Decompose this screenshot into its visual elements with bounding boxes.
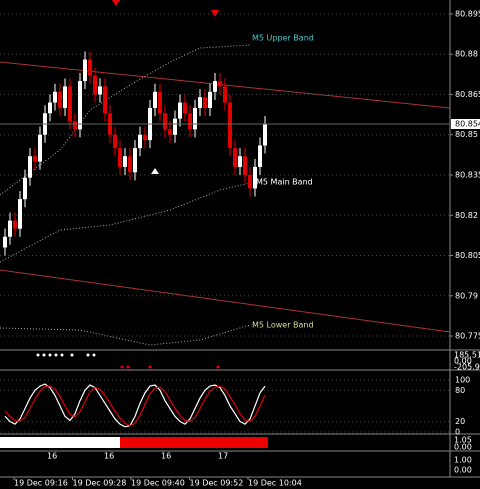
candle-body <box>168 129 172 135</box>
hour-label: 16 <box>47 452 57 461</box>
candle-body <box>223 86 227 103</box>
candle-body <box>238 156 242 167</box>
arrow-up <box>151 168 159 174</box>
trend-bar-white <box>0 437 120 448</box>
candle-body <box>93 75 97 95</box>
annotation: M5 Upper Band <box>252 34 314 43</box>
y-tick-label: 80.85 <box>455 130 478 139</box>
y-tick-label: 0 <box>455 428 460 437</box>
y-tick-label: 20 <box>455 417 465 426</box>
candle-body <box>3 236 7 248</box>
y-tick-label: 100 <box>455 375 470 384</box>
candle-body <box>28 156 32 178</box>
panel-label: -205.969 <box>454 363 480 372</box>
candle-body <box>83 59 87 82</box>
panel-label: 185.513 <box>454 351 480 360</box>
hour-label: 17 <box>218 452 228 461</box>
candle-body <box>73 121 77 130</box>
candle-body <box>133 148 137 173</box>
candle-body <box>13 220 17 229</box>
candle-body <box>213 81 217 92</box>
y-tick-label: 80.79 <box>455 291 478 300</box>
y-tick-label: 80.805 <box>455 251 480 260</box>
annotation: M5 Main Band <box>256 178 313 187</box>
stochastic-line <box>4 385 266 427</box>
x-tick-label: 19 Dec 09:28 <box>73 479 127 488</box>
y-tick-label: 80.865 <box>455 90 480 99</box>
y-tick-label: 80.82 <box>455 211 478 220</box>
candle-body <box>258 145 262 167</box>
y-tick-label: 80.835 <box>455 171 480 180</box>
candle-body <box>203 97 207 108</box>
hour-label: 16 <box>104 452 114 461</box>
candle-body <box>208 91 212 108</box>
trend-bar-red <box>120 437 268 448</box>
candle-body <box>118 148 122 167</box>
current-price-box <box>451 119 480 130</box>
current-price-label: 80.854 <box>455 120 480 129</box>
candle-body <box>48 102 52 114</box>
candle-body <box>53 91 57 103</box>
candle-body <box>188 113 192 130</box>
arrow-down <box>211 10 219 17</box>
panel-label: 1.00 <box>454 456 472 465</box>
lower-band <box>0 324 251 346</box>
x-tick-label: 19 Dec 09:52 <box>190 479 244 488</box>
x-tick-label: 19 Dec 09:40 <box>131 479 185 488</box>
candle-body <box>233 148 237 167</box>
candle-body <box>58 91 62 108</box>
candle-body <box>193 107 197 130</box>
candle-body <box>263 124 267 146</box>
signal-dots <box>36 353 96 357</box>
x-tick-label: 19 Dec 09:16 <box>14 479 68 488</box>
candle-body <box>23 177 27 200</box>
candle-body <box>113 134 117 149</box>
candle-body <box>183 102 187 114</box>
candle-body <box>103 86 107 114</box>
candle-body <box>218 81 222 87</box>
candle-body <box>248 175 252 189</box>
candle-body <box>88 59 92 76</box>
x-tick-label: 19 Dec 10:04 <box>248 479 302 488</box>
candle-body <box>63 86 67 108</box>
candle-body <box>138 134 142 149</box>
panel-label: 1.05 <box>454 436 472 445</box>
signal-dots <box>120 365 220 369</box>
candle-body <box>173 118 177 135</box>
candle-body <box>228 102 232 149</box>
panel-label: 0.00 <box>454 466 472 475</box>
panel-label: 0.00 <box>454 443 472 452</box>
candle-body <box>158 91 162 114</box>
hour-label: 16 <box>161 452 171 461</box>
candle-body <box>163 113 167 130</box>
candle-body <box>18 199 22 229</box>
y-tick-label: 80.895 <box>455 9 480 18</box>
candle-body <box>243 156 247 175</box>
candle-body <box>123 156 127 167</box>
annotation: M5 Lower Band <box>252 321 314 330</box>
candle-body <box>8 220 12 237</box>
y-tick-label: 80.775 <box>455 332 480 341</box>
trend-line <box>0 269 451 333</box>
upper-band <box>0 44 251 196</box>
candle-body <box>143 134 147 141</box>
candle-body <box>253 166 257 189</box>
candle-body <box>178 102 182 119</box>
candle-body <box>98 86 102 95</box>
y-tick-label: 80 <box>455 386 465 395</box>
candle-body <box>33 156 37 162</box>
candle-body <box>198 97 202 108</box>
candle-body <box>68 86 72 122</box>
candle-body <box>128 156 132 173</box>
candle-body <box>153 91 157 108</box>
candle-body <box>38 134 42 162</box>
y-tick-label: 80.88 <box>455 50 478 59</box>
panel-label: 0.00 <box>454 357 472 366</box>
candle-body <box>78 81 82 130</box>
arrow-down <box>112 0 120 6</box>
